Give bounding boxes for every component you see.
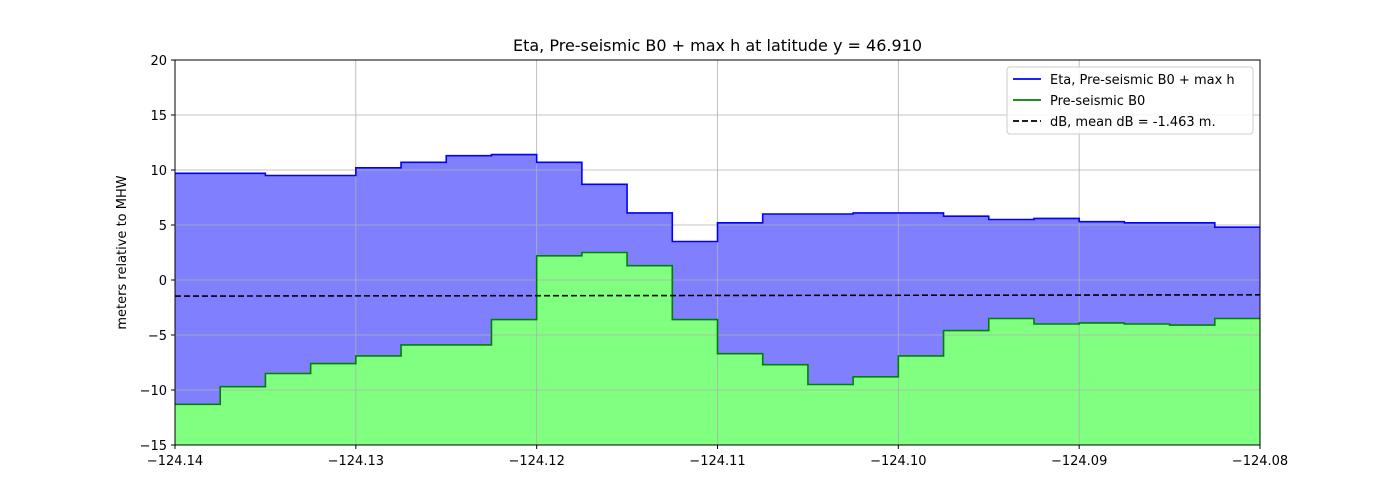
legend-box (1006, 66, 1254, 135)
y-tick-label: −10 (140, 384, 167, 399)
y-tick-label: −5 (148, 329, 167, 344)
y-tick-label: 5 (159, 219, 167, 234)
series-lines (174, 153, 1261, 406)
db-dashed-line (174, 294, 1261, 297)
x-tick-label: −124.12 (508, 454, 564, 469)
x-tick-label: −124.14 (147, 454, 203, 469)
legend-label: Pre-seismic B0 (1050, 94, 1145, 109)
y-tick-label: 20 (150, 54, 167, 69)
x-tick-label: −124.13 (328, 454, 384, 469)
axis-ticks: −124.14 −124.13 −124.12 −124.11 −124.10 −124.… (140, 54, 1289, 469)
legend-label: dB, mean dB = -1.463 m. (1050, 115, 1216, 130)
y-axis-label: meters relative to MHW (115, 175, 130, 329)
x-tick-label: −124.10 (870, 454, 926, 469)
legend: Eta, Pre-seismic B0 + max h Pre-seismic B… (1006, 66, 1254, 135)
x-tick-label: −124.08 (1232, 454, 1288, 469)
y-tick-label: −15 (140, 439, 167, 454)
eta-line (175, 153, 1260, 243)
x-tick-label: −124.09 (1051, 454, 1107, 469)
b0-line (175, 251, 1260, 406)
y-tick-label: 0 (159, 274, 167, 289)
chart-title: Eta, Pre-seismic B0 + max h at latitude … (513, 36, 922, 55)
legend-label: Eta, Pre-seismic B0 + max h (1050, 73, 1235, 88)
y-tick-label: 15 (150, 109, 167, 124)
y-tick-label: 10 (150, 164, 167, 179)
x-tick-label: −124.11 (689, 454, 745, 469)
